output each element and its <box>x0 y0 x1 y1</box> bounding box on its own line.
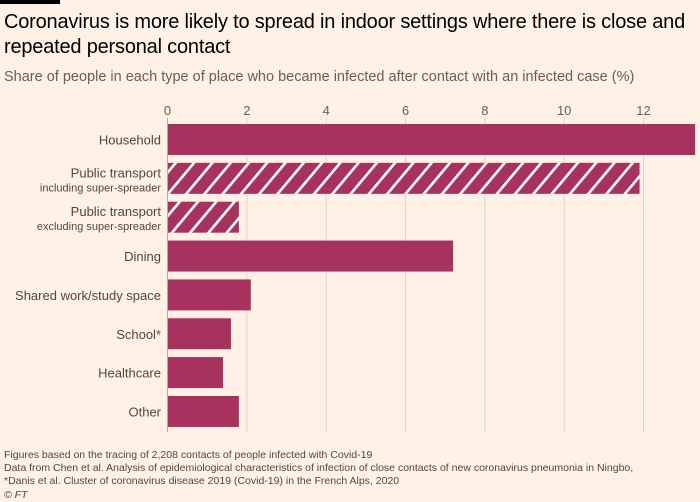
chart-subtitle: Share of people in each type of place wh… <box>4 69 635 85</box>
x-tick-label: 8 <box>481 103 488 118</box>
category-label: Shared work/study space <box>15 288 161 303</box>
category-label: Public transport <box>71 204 162 219</box>
bar-school- <box>167 318 231 350</box>
bar-healthcare <box>167 357 224 389</box>
x-tick-label: 0 <box>164 103 171 118</box>
bar-shared-work-study-space <box>167 279 251 311</box>
footer-source: Data from Chen et al. Analysis of epidem… <box>4 462 634 475</box>
bars <box>167 124 696 427</box>
category-sublabel: including super-spreader <box>40 182 161 194</box>
x-tick-label: 2 <box>243 103 250 118</box>
ft-top-bar <box>0 0 60 4</box>
category-sublabel: excluding super-spreader <box>37 221 161 233</box>
category-label: Other <box>128 404 161 419</box>
category-label: School* <box>116 327 161 342</box>
footer: Figures based on the tracing of 2,208 co… <box>4 449 700 502</box>
copyright: © FT <box>4 488 28 501</box>
bar-public-transport-excluding <box>167 201 239 233</box>
bar-household <box>167 124 696 155</box>
category-label: Public transport <box>71 165 162 180</box>
category-label: Dining <box>124 249 161 264</box>
chart-title: Coronavirus is more likely to spread in … <box>4 11 686 58</box>
bar-public-transport-including <box>167 162 640 194</box>
footer-note: Figures based on the tracing of 2,208 co… <box>4 449 373 461</box>
x-tick-label: 12 <box>636 103 650 118</box>
category-label: Healthcare <box>98 366 161 381</box>
footer-source-school: *Danis et al. Cluster of coronavirus dis… <box>4 475 400 488</box>
x-tick-label: 6 <box>402 103 409 118</box>
category-label: Household <box>99 133 161 148</box>
category-labels: Household Public transport including super… <box>15 133 162 420</box>
x-tick-label: 10 <box>557 103 571 118</box>
x-tick-label: 4 <box>323 103 330 118</box>
bar-other <box>167 395 239 427</box>
x-axis-ticks: 0 2 4 6 8 10 12 <box>164 103 651 118</box>
bar-dining <box>167 240 454 272</box>
